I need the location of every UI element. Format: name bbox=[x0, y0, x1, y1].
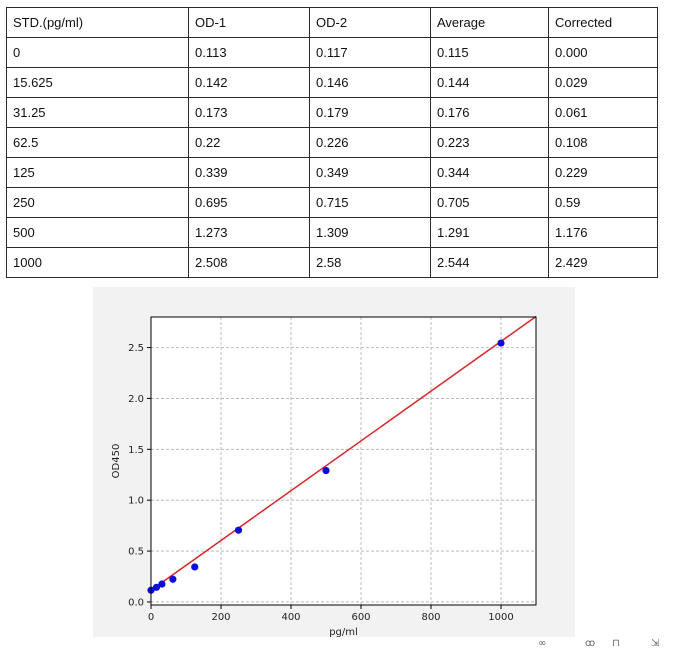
x-tick-label: 0 bbox=[148, 612, 154, 623]
table-cell: 0.117 bbox=[309, 37, 431, 68]
table-cell: 500 bbox=[6, 217, 189, 248]
table-row: 0 0.113 0.117 0.115 0.000 bbox=[6, 37, 658, 68]
table-cell: 0.146 bbox=[309, 67, 431, 98]
table-cell: 0.223 bbox=[430, 127, 549, 158]
link-icon[interactable]: ∞ bbox=[538, 638, 547, 649]
table-cell: 2.429 bbox=[548, 247, 658, 278]
table-cell: Corrected bbox=[548, 7, 658, 38]
table-cell: 62.5 bbox=[6, 127, 189, 158]
table-cell: 0.000 bbox=[548, 37, 658, 68]
table-cell: 0.339 bbox=[188, 157, 310, 188]
table-cell: 0.108 bbox=[548, 127, 658, 158]
y-tick-label: 2.0 bbox=[128, 394, 144, 405]
table-cell: 15.625 bbox=[6, 67, 189, 98]
table-row: 250 0.695 0.715 0.705 0.59 bbox=[6, 187, 658, 218]
table-cell: 0.179 bbox=[309, 97, 431, 128]
data-point bbox=[191, 563, 199, 571]
table-cell: 0.229 bbox=[548, 157, 658, 188]
plot-frame bbox=[150, 316, 537, 606]
table-cell: 0.22 bbox=[188, 127, 310, 158]
data-point bbox=[152, 583, 161, 591]
table-cell: 2.508 bbox=[188, 247, 310, 278]
fit-line bbox=[150, 315, 537, 591]
y-tick-label: 0.5 bbox=[128, 547, 144, 558]
table-cell: 0.226 bbox=[309, 127, 431, 158]
table-row: 31.25 0.173 0.179 0.176 0.061 bbox=[6, 97, 658, 128]
table-cell: 0.061 bbox=[548, 97, 658, 128]
table-cell: 0.113 bbox=[188, 37, 310, 68]
y-axis-label: OD450 bbox=[111, 444, 122, 479]
table-cell: 0.029 bbox=[548, 67, 658, 98]
table-cell: 0.344 bbox=[430, 157, 549, 188]
data-point bbox=[234, 526, 243, 534]
table-cell: 0.176 bbox=[430, 97, 549, 128]
table-cell: 1000 bbox=[6, 247, 189, 278]
x-tick-label: 800 bbox=[421, 612, 440, 623]
table-cell: 31.25 bbox=[6, 97, 189, 128]
x-tick-label: 200 bbox=[211, 612, 230, 623]
toolbar: ∞ ꝏ ⊓ ⇲ bbox=[530, 638, 675, 650]
table-cell: 0.142 bbox=[188, 67, 310, 98]
data-point bbox=[322, 466, 330, 475]
table-header-row: STD.(pg/ml) OD-1 OD-2 Average Corrected bbox=[6, 7, 658, 38]
x-tick-label: 400 bbox=[281, 612, 300, 623]
table-cell: OD-1 bbox=[188, 7, 310, 38]
table-cell: 0.144 bbox=[430, 67, 549, 98]
y-tick-label: 1.0 bbox=[128, 496, 144, 507]
table-cell: 2.544 bbox=[430, 247, 549, 278]
table-cell: STD.(pg/ml) bbox=[6, 7, 189, 38]
standard-table: STD.(pg/ml) OD-1 OD-2 Average Corrected 0 0.11… bbox=[6, 7, 658, 278]
table-cell: 0.59 bbox=[548, 187, 658, 218]
expand-icon[interactable]: ⇲ bbox=[651, 638, 660, 649]
table-row: 15.625 0.142 0.146 0.144 0.029 bbox=[6, 67, 658, 98]
table-cell: 250 bbox=[6, 187, 189, 218]
table-row: 125 0.339 0.349 0.344 0.229 bbox=[6, 157, 658, 188]
x-tick-label: 1000 bbox=[488, 612, 513, 623]
table-cell: 125 bbox=[6, 157, 189, 188]
chart-svg: 0 200 400 600 800 1000 0.0 0.5 1.0 1.5 2.0 2.5 pg/ml… bbox=[111, 315, 537, 637]
table-cell: 0.695 bbox=[188, 187, 310, 218]
table-cell: 0 bbox=[6, 37, 189, 68]
table-cell: 1.176 bbox=[548, 217, 658, 248]
table-row: 62.5 0.22 0.226 0.223 0.108 bbox=[6, 127, 658, 158]
table-cell: 1.291 bbox=[430, 217, 549, 248]
table-cell: 0.173 bbox=[188, 97, 310, 128]
x-axis-label: pg/ml bbox=[329, 627, 358, 637]
data-point bbox=[169, 575, 177, 583]
glasses-icon[interactable]: ꝏ bbox=[585, 638, 596, 649]
y-tick-label: 0.0 bbox=[128, 597, 144, 608]
table-cell: 1.273 bbox=[188, 217, 310, 248]
x-tick-label: 600 bbox=[351, 612, 370, 623]
table-cell: 2.58 bbox=[309, 247, 431, 278]
table-row: 500 1.273 1.309 1.291 1.176 bbox=[6, 217, 658, 248]
table-cell: 1.309 bbox=[309, 217, 431, 248]
plot-area bbox=[151, 317, 536, 605]
table-cell: 0.349 bbox=[309, 157, 431, 188]
y-tick-label: 1.5 bbox=[128, 445, 144, 456]
y-tick-label: 2.5 bbox=[128, 343, 144, 354]
standard-curve-chart: 0 200 400 600 800 1000 0.0 0.5 1.0 1.5 2.0 2.5 pg/ml… bbox=[93, 287, 575, 637]
data-point bbox=[158, 580, 166, 588]
table-row: 1000 2.508 2.58 2.544 2.429 bbox=[6, 247, 658, 278]
table-cell: 0.715 bbox=[309, 187, 431, 218]
table-cell: Average bbox=[430, 7, 549, 38]
table-cell: 0.115 bbox=[430, 37, 549, 68]
table-cell: OD-2 bbox=[309, 7, 431, 38]
table-cell: 0.705 bbox=[430, 187, 549, 218]
delete-icon[interactable]: ⊓ bbox=[612, 638, 620, 649]
data-point bbox=[497, 339, 505, 347]
